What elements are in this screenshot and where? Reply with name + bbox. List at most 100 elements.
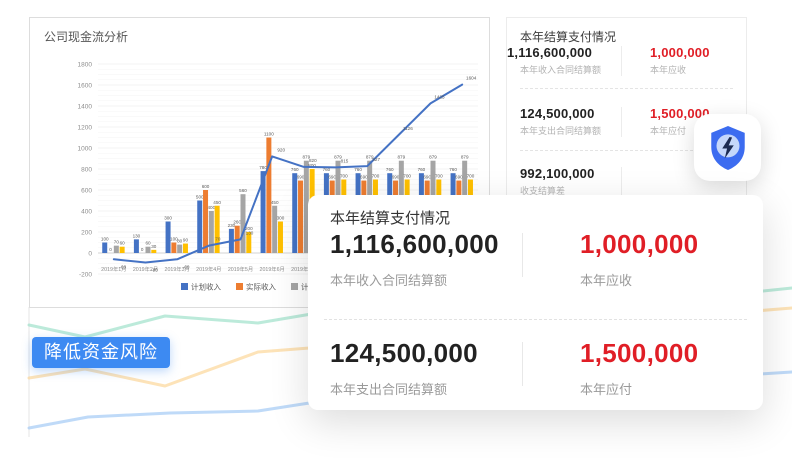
svg-text:2019年1月: 2019年1月 [101,265,126,273]
svg-text:1100: 1100 [264,132,274,137]
svg-text:0: 0 [88,250,92,257]
svg-text:879: 879 [302,155,310,160]
popup-income-settlement-label: 本年收入合同结算额 [330,273,448,288]
svg-text:690: 690 [423,175,431,180]
svg-text:130: 130 [246,230,254,235]
svg-text:300: 300 [277,216,285,221]
svg-text:2019年5月: 2019年5月 [228,265,253,273]
svg-text:80: 80 [177,239,183,244]
income-settlement-value: 1,116,600,000 [507,45,593,60]
svg-text:-60: -60 [120,264,127,269]
svg-text:30: 30 [151,244,157,249]
svg-text:879: 879 [461,155,469,160]
svg-text:100: 100 [101,237,109,242]
svg-text:1200: 1200 [78,124,93,131]
svg-text:1126: 1126 [403,126,413,131]
payable-value: 1,500,000 [650,106,710,121]
legend-item: 实际收入 [246,282,276,292]
balance-label: 收支结算差 [520,186,566,196]
svg-text:2019年3月: 2019年3月 [165,265,190,273]
svg-text:780: 780 [259,165,267,170]
divider [621,167,622,197]
svg-text:800: 800 [308,163,316,168]
popup-title: 本年结算支付情况 [330,210,451,227]
settlement-popup: 本年结算支付情况 1,116,600,000 本年收入合同结算额 1,000,0… [308,195,763,410]
risk-badge[interactable]: 降低资金风险 [32,337,170,368]
svg-text:0: 0 [109,247,112,252]
payable-label: 本年应付 [650,126,687,136]
svg-text:700: 700 [403,174,411,179]
svg-text:560: 560 [239,188,247,193]
svg-text:70: 70 [114,240,120,245]
balance-value: 992,100,000 [520,166,595,181]
svg-text:690: 690 [360,175,368,180]
svg-text:760: 760 [449,167,457,172]
svg-text:1600: 1600 [78,82,93,89]
svg-text:700: 700 [340,174,348,179]
svg-text:820: 820 [309,158,317,163]
divider [621,107,622,137]
divider [522,342,523,386]
svg-text:200: 200 [81,229,92,236]
svg-text:879: 879 [366,155,374,160]
svg-text:0: 0 [141,247,144,252]
svg-text:760: 760 [323,167,331,172]
svg-text:760: 760 [291,167,299,172]
expense-settlement-label: 本年支出合同结算额 [520,126,602,136]
svg-text:690: 690 [328,175,336,180]
dashed-divider [324,319,747,320]
svg-text:700: 700 [467,174,475,179]
popup-receivable-value: 1,000,000 [580,229,699,259]
svg-text:815: 815 [341,158,349,163]
svg-text:500: 500 [196,195,204,200]
svg-text:230: 230 [228,223,236,228]
popup-expense-settlement-value: 124,500,000 [330,338,478,368]
popup-payable-value: 1,500,000 [580,338,699,368]
divider [522,233,523,277]
svg-text:690: 690 [392,175,400,180]
svg-text:90: 90 [183,238,189,243]
svg-text:700: 700 [372,174,380,179]
svg-text:130: 130 [133,233,141,238]
svg-text:690: 690 [455,175,463,180]
divider [621,46,622,76]
svg-text:2019年6月: 2019年6月 [260,265,285,273]
svg-text:450: 450 [213,200,221,205]
svg-text:1425: 1425 [434,94,445,99]
income-settlement-label: 本年收入合同结算额 [520,65,602,75]
svg-text:2019年4月: 2019年4月 [196,265,221,273]
svg-text:879: 879 [429,155,437,160]
legend-item: 计划收入 [191,282,221,292]
svg-text:879: 879 [397,155,405,160]
popup-income-settlement-value: 1,116,600,000 [330,229,499,259]
svg-text:760: 760 [386,167,394,172]
svg-text:-60: -60 [183,264,190,269]
svg-text:60: 60 [120,241,126,246]
svg-text:450: 450 [271,200,279,205]
svg-text:70: 70 [215,237,221,242]
svg-text:-90: -90 [151,267,158,272]
svg-text:400: 400 [81,208,92,215]
popup-expense-settlement-label: 本年支出合同结算额 [330,382,448,397]
popup-payable-label: 本年应付 [580,382,633,397]
receivable-label: 本年应收 [650,65,687,75]
svg-text:200: 200 [245,226,253,231]
svg-text:100: 100 [170,237,178,242]
svg-text:300: 300 [164,216,172,221]
svg-text:600: 600 [202,184,210,189]
svg-text:800: 800 [81,166,92,173]
svg-text:760: 760 [354,167,362,172]
svg-text:1400: 1400 [78,103,93,110]
svg-text:879: 879 [334,155,342,160]
svg-text:400: 400 [207,205,215,210]
svg-text:1604: 1604 [466,76,477,81]
expense-settlement-value: 124,500,000 [520,106,595,121]
shield-button[interactable] [694,114,761,181]
svg-text:700: 700 [435,174,443,179]
svg-text:60: 60 [145,241,151,246]
svg-text:2019年7月: 2019年7月 [291,265,316,273]
dashed-divider [520,88,733,89]
svg-text:600: 600 [81,187,92,194]
svg-text:260: 260 [233,220,241,225]
